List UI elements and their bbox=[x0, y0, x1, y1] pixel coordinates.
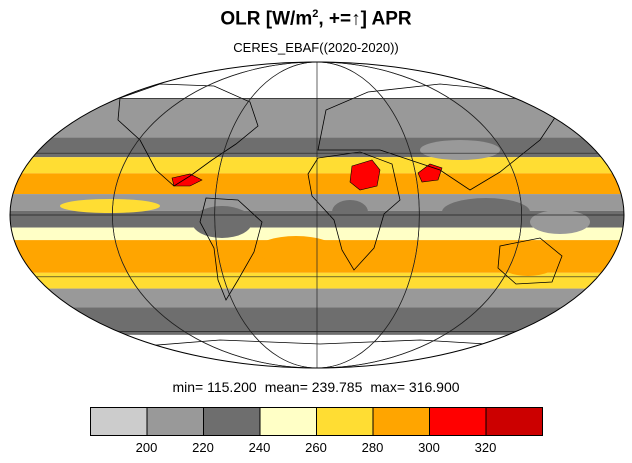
south-atlantic-high bbox=[256, 236, 336, 264]
warm-pool-convection bbox=[530, 210, 590, 234]
colorbar-tick-label: 300 bbox=[418, 440, 440, 455]
colorbar-tick-label: 260 bbox=[305, 440, 327, 455]
colorbar-segment bbox=[317, 408, 374, 436]
mollweide-map bbox=[0, 0, 632, 375]
colorbar bbox=[90, 407, 543, 437]
colorbar-segment bbox=[373, 408, 430, 436]
tibet-cloud bbox=[420, 140, 500, 160]
colorbar-segment bbox=[91, 408, 148, 436]
colorbar-segment bbox=[260, 408, 317, 436]
colorbar-segment bbox=[204, 408, 261, 436]
maritime-continent-convection bbox=[442, 198, 530, 226]
stats-line: min= 115.200 mean= 239.785 max= 316.900 bbox=[0, 379, 632, 395]
colorbar-tick-label: 240 bbox=[249, 440, 271, 455]
congo-convection bbox=[332, 200, 368, 224]
colorbar-segment bbox=[430, 408, 487, 436]
colorbar-tick-label: 320 bbox=[475, 440, 497, 455]
colorbar-segment bbox=[486, 408, 543, 436]
colorbar-tick-label: 280 bbox=[362, 440, 384, 455]
east-pacific-dry bbox=[60, 199, 160, 213]
colorbar-tick-label: 200 bbox=[136, 440, 158, 455]
stat-min: min= 115.200 bbox=[172, 379, 256, 395]
antarctica-outline bbox=[120, 340, 520, 348]
stat-mean: mean= 239.785 bbox=[265, 379, 363, 395]
stat-max: max= 316.900 bbox=[370, 379, 459, 395]
colorbar-segment bbox=[147, 408, 204, 436]
colorbar-tick-label: 220 bbox=[192, 440, 214, 455]
amazon-convection bbox=[192, 206, 252, 238]
